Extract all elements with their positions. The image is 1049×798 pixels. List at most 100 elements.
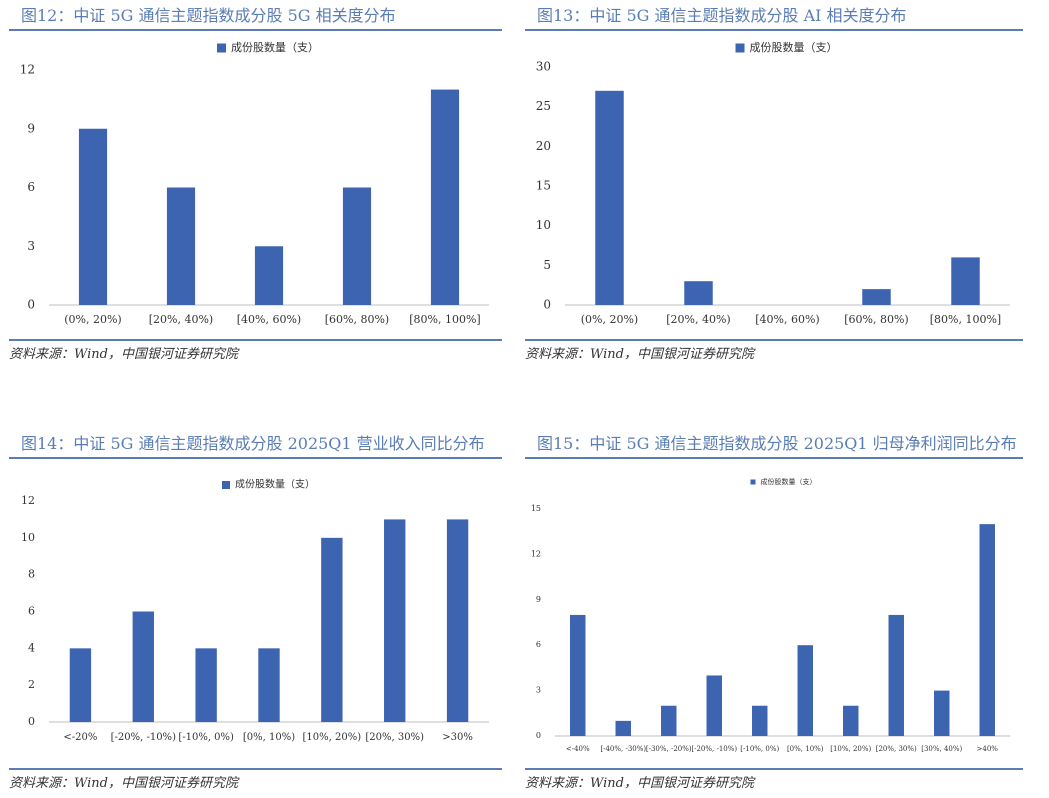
x-tick-label: [80%, 100%]	[930, 313, 1001, 326]
x-tick-label: >30%	[442, 732, 473, 743]
bar	[342, 187, 372, 305]
y-tick-label: 12	[20, 63, 35, 77]
x-tick-label: [20%, 40%)	[149, 313, 213, 326]
y-tick-label: 9	[536, 595, 541, 604]
x-tick-label: [40%, 60%)	[755, 313, 819, 326]
panel-title: 图12：中证 5G 通信主题指数成分股 5G 相关度分布	[9, 0, 502, 31]
bar	[595, 90, 624, 305]
panel-title: 图15：中证 5G 通信主题指数成分股 2025Q1 归母净利润同比分布	[525, 428, 1023, 459]
source-note: 资料来源：Wind，中国银河证券研究院	[9, 339, 502, 367]
chart-panel-fig15: 图15：中证 5G 通信主题指数成分股 2025Q1 归母净利润同比分布 成份股…	[525, 428, 1023, 797]
bar	[797, 645, 813, 736]
bar-chart: 成份股数量（支） 0 3 6 9 12 15 <-40% [-40%, -30%) [-30%, …	[531, 477, 1010, 753]
bar	[132, 611, 154, 722]
x-tick-label: [0%, 10%)	[243, 732, 295, 743]
chart-panel-fig14: 图14：中证 5G 通信主题指数成分股 2025Q1 营业收入同比分布 成份股数…	[9, 428, 502, 797]
x-tick-label: [-10%, 0%)	[740, 745, 779, 753]
bar	[446, 519, 469, 722]
y-tick-label: 2	[28, 678, 35, 691]
x-tick-label: [60%, 80%)	[325, 313, 389, 326]
bar	[78, 128, 108, 305]
x-tick-label: [10%, 20%)	[303, 732, 362, 743]
bar	[951, 257, 980, 305]
legend-swatch	[735, 43, 745, 53]
x-tick-label: >40%	[977, 745, 999, 753]
y-tick-label: 6	[27, 180, 35, 194]
y-tick-label: 9	[27, 121, 35, 135]
bar-chart: 成份股数量（支） 0 2 4 6 8 10 12 <-20% [-20%, -10%) [-10%,…	[21, 478, 489, 743]
x-tick-label: [-30%, -20%)	[646, 745, 692, 753]
legend-label: 成份股数量（支）	[231, 41, 319, 54]
x-tick-label: [20%, 40%)	[666, 313, 730, 326]
legend-label: 成份股数量（支）	[761, 477, 817, 486]
y-tick-label: 15	[536, 179, 551, 193]
y-tick-label: 5	[543, 258, 551, 272]
x-tick-label: [80%, 100%]	[409, 313, 480, 326]
legend: 成份股数量（支）	[217, 41, 319, 54]
bar	[195, 648, 217, 722]
x-tick-label: [10%, 20%)	[830, 745, 871, 753]
y-tick-label: 0	[28, 715, 35, 728]
bar	[888, 614, 904, 736]
x-tick-label: (0%, 20%)	[581, 313, 638, 326]
y-tick-label: 12	[21, 494, 35, 507]
x-tick-label: <-40%	[566, 745, 590, 753]
panel-title: 图13：中证 5G 通信主题指数成分股 AI 相关度分布	[525, 0, 1023, 31]
y-tick-label: 3	[536, 686, 541, 695]
y-tick-label: 8	[28, 568, 35, 581]
bar	[979, 524, 995, 736]
bar	[321, 537, 343, 722]
legend-swatch	[750, 479, 756, 485]
x-tick-label: [30%, 40%)	[921, 745, 962, 753]
legend-swatch	[217, 43, 226, 53]
y-tick-label: 15	[531, 504, 541, 513]
y-tick-label: 0	[543, 298, 551, 312]
bar	[258, 648, 280, 722]
x-tick-label: <-20%	[63, 732, 97, 743]
legend-label: 成份股数量（支）	[750, 41, 838, 54]
bar	[384, 519, 406, 722]
bar	[570, 614, 586, 736]
bar	[430, 89, 460, 305]
bar-chart: 成份股数量（支） 0 5 10 15 20 25 30 (0%, 20%) [20%, 40%) […	[536, 41, 1010, 326]
x-tick-label: (0%, 20%)	[64, 313, 121, 326]
chart-panel-fig13: 图13：中证 5G 通信主题指数成分股 AI 相关度分布 成份股数量（支） 0 5 1…	[525, 0, 1023, 380]
x-tick-label: [60%, 80%)	[844, 313, 908, 326]
x-tick-label: [20%, 30%)	[365, 732, 424, 743]
bar	[166, 187, 196, 305]
y-tick-label: 4	[28, 641, 35, 654]
x-tick-label: [20%, 30%)	[876, 745, 917, 753]
bar	[843, 705, 859, 736]
bar-chart: 成份股数量（支） 0 3 6 9 12 (0%, 20%) [20%, 40%) [40%, 6…	[20, 41, 489, 326]
y-tick-label: 25	[536, 99, 551, 113]
bar	[706, 675, 722, 736]
x-tick-label: [-10%, 0%)	[178, 732, 234, 743]
bar	[934, 690, 950, 736]
source-note: 资料来源：Wind，中国银河证券研究院	[525, 339, 1023, 367]
legend-label: 成份股数量（支）	[235, 478, 315, 491]
y-tick-label: 20	[536, 139, 551, 153]
bar	[752, 705, 768, 736]
x-tick-label: [0%, 10%)	[787, 745, 824, 753]
bar	[69, 648, 92, 722]
bar	[661, 705, 677, 736]
x-tick-label: [40%, 60%)	[237, 313, 301, 326]
source-note: 资料来源：Wind，中国银河证券研究院	[9, 768, 502, 796]
source-note: 资料来源：Wind，中国银河证券研究院	[525, 768, 1023, 796]
y-tick-label: 6	[28, 605, 35, 618]
bar	[862, 289, 891, 305]
x-tick-label: [-20%, -10%)	[111, 732, 176, 743]
y-tick-label: 10	[21, 531, 35, 544]
x-tick-label: [-20%, -10%)	[691, 745, 737, 753]
legend: 成份股数量（支）	[750, 477, 817, 486]
bar	[684, 281, 713, 305]
bar	[254, 246, 284, 305]
legend: 成份股数量（支）	[222, 478, 315, 491]
legend-swatch	[222, 481, 230, 489]
legend: 成份股数量（支）	[735, 41, 838, 54]
y-tick-label: 30	[536, 60, 551, 74]
y-tick-label: 0	[27, 298, 35, 312]
y-tick-label: 12	[531, 549, 541, 558]
y-tick-label: 6	[536, 640, 541, 649]
y-tick-label: 3	[27, 239, 35, 253]
